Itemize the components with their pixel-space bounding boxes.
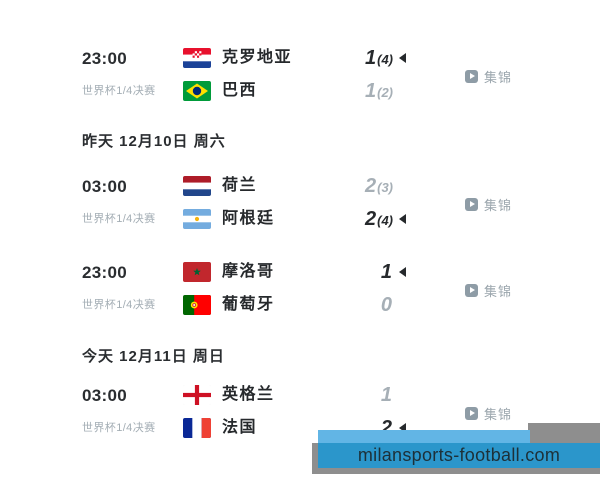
play-icon	[465, 407, 478, 420]
team-name: 英格兰	[222, 386, 275, 403]
team-score: 2(4)	[364, 208, 393, 230]
team-score: 2(3)	[364, 175, 393, 197]
highlights-label: 集锦	[484, 284, 513, 299]
team-row: 阿根廷 2(4)	[0, 209, 600, 230]
flag-england-icon	[183, 385, 211, 405]
match-item-england-france[interactable]: 03:00 世界杯1/4决赛 英格兰 1 法国 2 集锦	[0, 385, 600, 439]
date-header-yesterday: 昨天 12月10日 周六	[82, 133, 226, 150]
watermark-text: milansports-football.com	[357, 445, 561, 465]
flag-argentina-icon	[183, 209, 211, 229]
team-score: 1	[380, 261, 392, 283]
flag-morocco-icon	[183, 262, 211, 282]
team-name: 克罗地亚	[222, 49, 293, 66]
team-row: 荷兰 2(3)	[0, 176, 600, 197]
match-item-netherlands-argentina[interactable]: 03:00 世界杯1/4决赛 荷兰 2(3) 阿根廷 2(4)	[0, 176, 600, 230]
highlights-button[interactable]: 集锦	[465, 67, 512, 86]
team-score: 0	[380, 294, 392, 316]
team-name: 法国	[222, 419, 258, 436]
flag-netherlands-icon	[183, 176, 211, 196]
league-label: 世界杯1/4决赛	[82, 213, 156, 225]
winner-arrow-icon	[399, 267, 406, 277]
highlights-label: 集锦	[484, 198, 513, 213]
highlights-label: 集锦	[484, 70, 513, 85]
match-item-croatia-brazil[interactable]: 23:00 世界杯1/4决赛 克罗地亚 1(4)	[0, 48, 600, 102]
team-name: 摩洛哥	[222, 263, 275, 280]
flag-france-icon	[183, 418, 211, 438]
watermark-bar: milansports-football.com	[318, 443, 600, 468]
match-time: 03:00	[82, 177, 127, 196]
flag-croatia-icon	[183, 48, 211, 68]
match-time: 03:00	[82, 386, 127, 405]
highlights-label: 集锦	[484, 407, 513, 422]
team-name: 荷兰	[222, 177, 258, 194]
team-row: 法国 2	[0, 418, 600, 439]
highlights-button[interactable]: 集锦	[465, 195, 512, 214]
team-row: 巴西 1(2)	[0, 81, 600, 102]
team-row: 葡萄牙 0	[0, 295, 600, 316]
match-time: 23:00	[82, 263, 127, 282]
team-score: 1(4)	[364, 47, 393, 69]
date-header-today: 今天 12月11日 周日	[82, 348, 225, 365]
watermark-stripe	[318, 430, 530, 443]
winner-arrow-icon	[399, 214, 406, 224]
league-label: 世界杯1/4决赛	[82, 85, 156, 97]
team-score: 1	[380, 384, 392, 406]
match-time: 23:00	[82, 49, 127, 68]
play-icon	[465, 284, 478, 297]
team-score: 1(2)	[364, 80, 393, 102]
team-name: 阿根廷	[222, 210, 275, 227]
winner-arrow-icon	[399, 423, 406, 433]
winner-arrow-icon	[399, 53, 406, 63]
flag-portugal-icon	[183, 295, 211, 315]
play-icon	[465, 198, 478, 211]
highlights-button[interactable]: 集锦	[465, 404, 512, 423]
team-score: 2	[380, 417, 392, 439]
team-row: 摩洛哥 1	[0, 262, 600, 283]
team-name: 葡萄牙	[222, 296, 275, 313]
play-icon	[465, 70, 478, 83]
highlights-button[interactable]: 集锦	[465, 281, 512, 300]
league-label: 世界杯1/4决赛	[82, 422, 156, 434]
match-item-morocco-portugal[interactable]: 23:00 世界杯1/4决赛 摩洛哥 1 葡萄牙 0	[0, 262, 600, 316]
team-row: 英格兰 1	[0, 385, 600, 406]
team-name: 巴西	[222, 82, 258, 99]
flag-brazil-icon	[183, 81, 211, 101]
team-row: 克罗地亚 1(4)	[0, 48, 600, 69]
league-label: 世界杯1/4决赛	[82, 299, 156, 311]
